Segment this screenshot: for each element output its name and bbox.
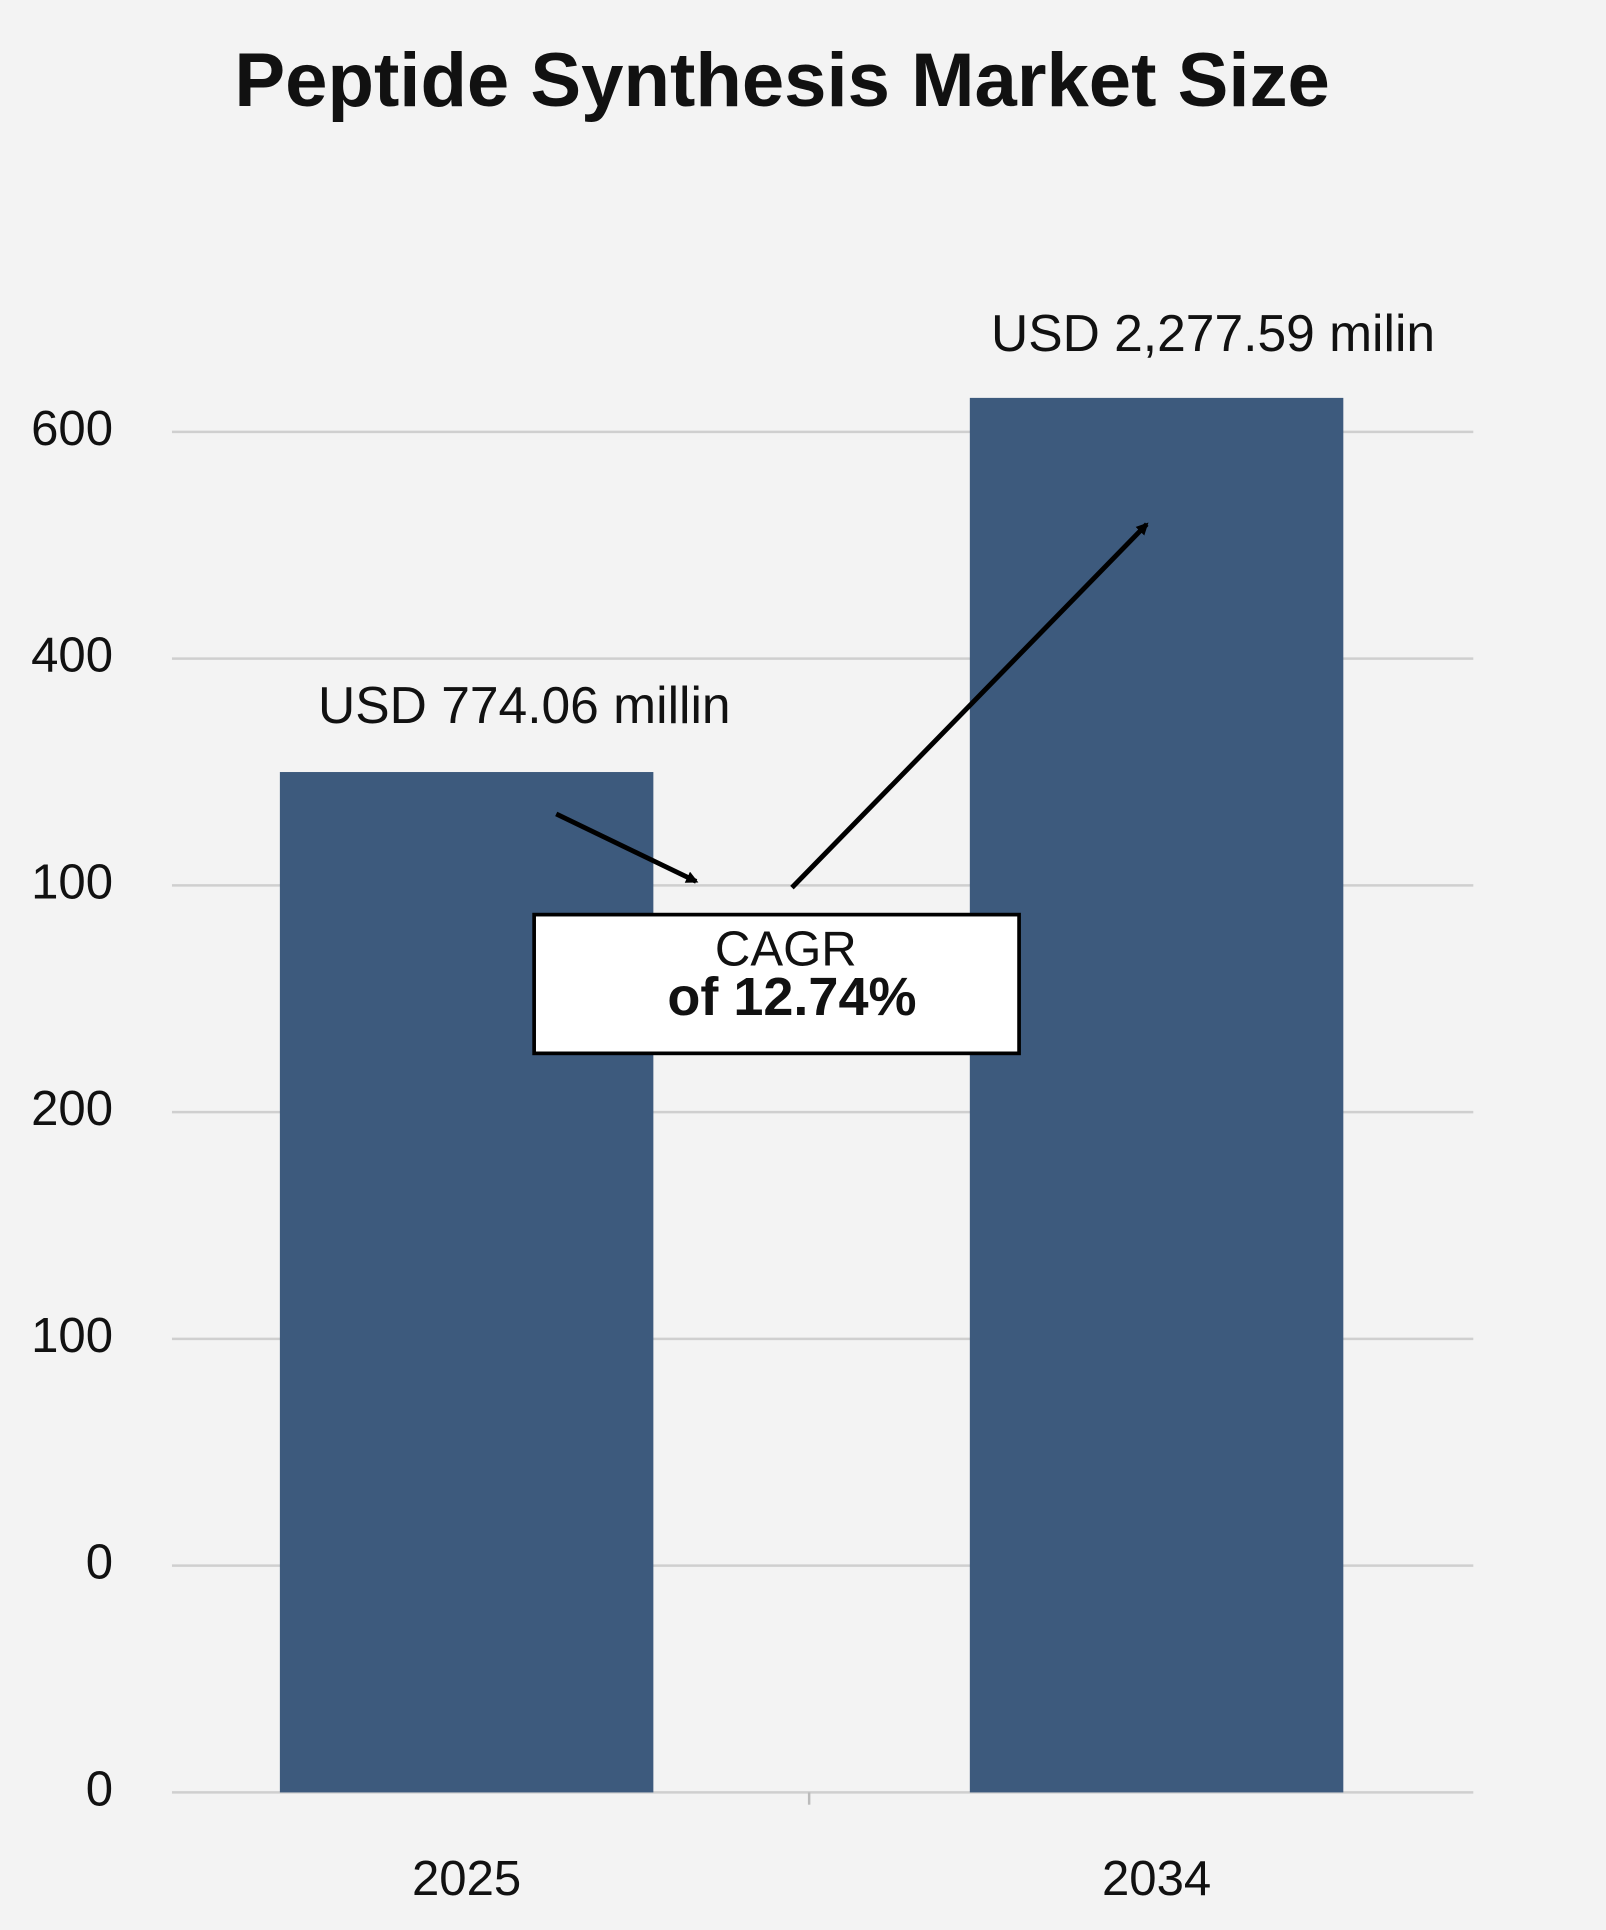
chart-title: Peptide Synthesis Market Size	[234, 38, 1330, 123]
cagr-label: CAGR	[715, 923, 857, 977]
cagr-value: of 12.74%	[667, 967, 916, 1027]
y-tick-label: 600	[31, 402, 113, 456]
y-tick-label: 400	[31, 629, 113, 683]
cagr-box	[532, 912, 1021, 1056]
bar	[969, 397, 1344, 1793]
value-annotation: USD 2,277.59 milin	[991, 304, 1435, 362]
value-annotation: USD 774.06 millin	[318, 676, 731, 734]
x-tick-label: 2034	[1102, 1852, 1211, 1906]
plot: 0 0 100 200 100 400 600 2025 2034	[31, 397, 1474, 1906]
y-tick-label: 100	[31, 1309, 113, 1363]
arrow	[555, 811, 699, 884]
y-tick-label: 100	[31, 855, 113, 909]
x-tick-label: 2025	[412, 1852, 521, 1906]
y-tick-label: 200	[31, 1082, 113, 1136]
y-tick-label: 0	[86, 1536, 113, 1590]
arrow	[790, 522, 1149, 890]
y-tick-label: 0	[86, 1762, 113, 1816]
